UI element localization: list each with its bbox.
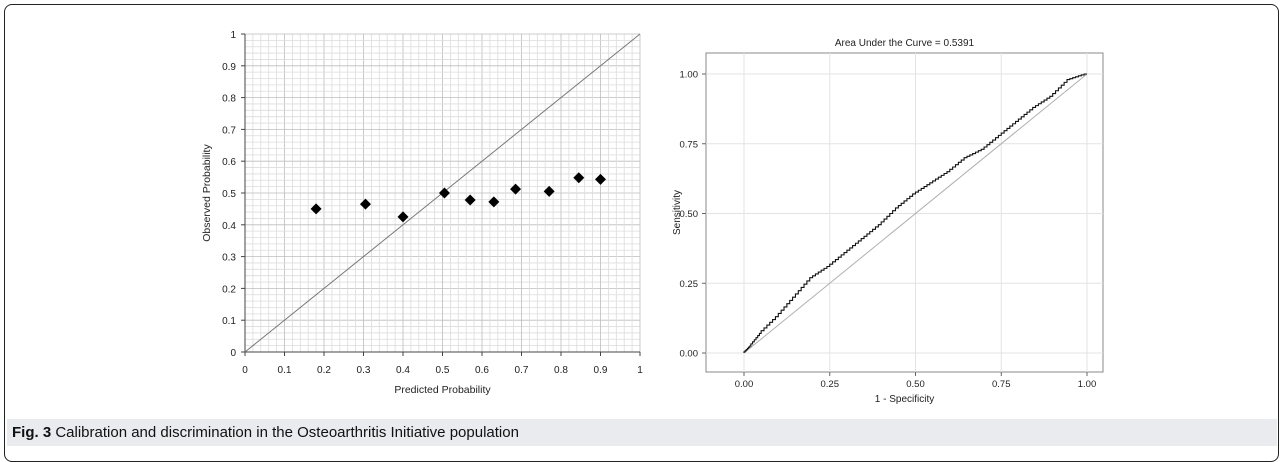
calib-y-tick-label: 0.5 — [222, 189, 236, 200]
calib-point — [510, 183, 522, 195]
roc-x-tick-label: 0.00 — [735, 379, 754, 390]
roc-title: Area Under the Curve = 0.5391 — [835, 38, 975, 49]
roc-y-tick-label: 0.75 — [680, 139, 699, 150]
calib-point — [359, 198, 371, 210]
calib-point — [488, 196, 500, 208]
roc-x-tick-label: 0.75 — [992, 379, 1011, 390]
calib-x-tick-label: 0.9 — [594, 365, 608, 376]
figure-caption: Fig. 3 Calibration and discrimination in… — [7, 419, 1277, 446]
calib-point — [464, 194, 476, 206]
figure-caption-text: Calibration and discrimination in the Os… — [55, 424, 519, 441]
calib-x-tick-label: 0.1 — [278, 365, 292, 376]
roc-x-tick-label: 0.25 — [821, 379, 840, 390]
calib-y-tick-label: 0.3 — [222, 253, 236, 264]
calib-y-tick-label: 1 — [230, 30, 236, 41]
calib-x-tick-label: 0.6 — [475, 365, 489, 376]
calib-x-tick-label: 0.4 — [396, 365, 410, 376]
roc-x-tick-label: 1.00 — [1078, 379, 1097, 390]
roc-y-tick-label: 0.50 — [680, 209, 699, 220]
calib-x-tick-label: 0.2 — [317, 365, 331, 376]
calib-y-axis-title: Observed Probability — [201, 144, 213, 242]
calib-x-tick-label: 1 — [637, 365, 643, 376]
figure-caption-label: Fig. 3 — [12, 424, 52, 441]
calib-y-tick-label: 0.7 — [222, 125, 236, 136]
calib-y-tick-label: 0.1 — [222, 316, 236, 327]
calib-y-tick-label: 0.8 — [222, 94, 236, 105]
roc-reference-line — [743, 73, 1088, 354]
roc-x-axis-title: 1 - Specificity — [875, 394, 934, 405]
calib-y-tick-label: 0 — [230, 348, 236, 359]
roc-y-tick-label: 0.25 — [680, 279, 699, 290]
calib-x-tick-label: 0.7 — [515, 365, 529, 376]
roc-y-axis-title: Sensitivity — [672, 190, 683, 235]
roc-y-tick-label: 0.00 — [680, 349, 699, 360]
roc-curve — [743, 73, 1087, 353]
calib-point — [573, 172, 585, 184]
calib-x-tick-label: 0.8 — [554, 365, 568, 376]
roc-plot-frame — [705, 52, 1104, 373]
calib-y-tick-label: 0.2 — [222, 284, 236, 295]
calib-y-tick-label: 0.6 — [222, 157, 236, 168]
calib-x-tick-label: 0 — [242, 365, 248, 376]
calib-x-tick-label: 0.3 — [357, 365, 371, 376]
calib-y-tick-label: 0.4 — [222, 221, 236, 232]
calib-x-axis-title: Predicted Probability — [394, 384, 491, 396]
calib-point — [543, 185, 555, 197]
calibration-chart: 0 0.1 0.2 0.3 0.4 0.5 0.6 0.7 0.8 0.9 1 0 0.1 0.2 0.3 0… — [201, 30, 1104, 405]
calib-point — [438, 187, 450, 199]
calib-point — [595, 173, 606, 185]
roc-x-tick-label: 0.50 — [906, 379, 925, 390]
roc-y-tick-label: 1.00 — [680, 70, 699, 81]
calib-y-tick-label: 0.9 — [222, 62, 236, 73]
calib-point — [310, 203, 322, 215]
calib-x-tick-label: 0.5 — [436, 365, 450, 376]
calib-point — [397, 211, 409, 223]
